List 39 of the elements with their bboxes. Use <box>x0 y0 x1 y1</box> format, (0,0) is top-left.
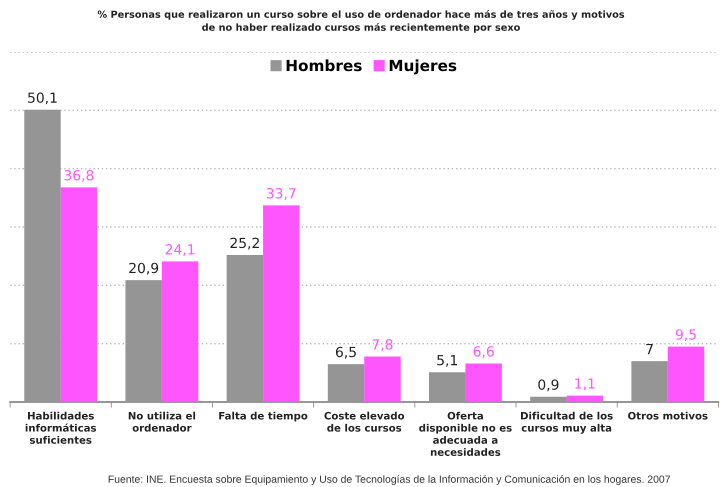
data-label: 9,5 <box>676 329 696 342</box>
bar <box>125 280 162 402</box>
x-tick-label: Oferta disponible no es adecuada a necesidades <box>419 412 512 456</box>
x-tick-label: No utiliza el ordenador <box>128 412 196 432</box>
bar <box>328 364 364 402</box>
bar <box>24 110 61 402</box>
data-label: 20,9 <box>129 262 158 275</box>
x-tick-label: Coste elevado de los cursos <box>324 412 404 432</box>
x-tick-label: Habilidades informáticas suficientes <box>26 412 96 444</box>
bar <box>60 187 98 402</box>
data-label: 50,1 <box>28 92 57 104</box>
bar <box>631 361 668 402</box>
bar <box>429 372 466 402</box>
data-label: 6,6 <box>474 346 494 358</box>
data-label: 0,9 <box>538 379 558 392</box>
data-label: 25,2 <box>230 238 259 250</box>
legend-label: Hombres <box>286 59 362 72</box>
legend-label: Mujeres <box>390 59 456 74</box>
x-tick-label: Falta de tiempo <box>219 412 308 422</box>
bar <box>668 346 704 402</box>
bar <box>263 205 300 402</box>
chart-title: % Personas que realizaron un curso sobre el uso de ordenador hace más de tres años y motivos de no haber realizado cursos más recientemente por sexo <box>98 10 624 33</box>
data-label: 6,5 <box>336 346 356 359</box>
data-label: 36,8 <box>64 170 94 182</box>
bar <box>364 356 401 402</box>
bar <box>162 261 198 402</box>
data-label: 24,1 <box>166 244 194 256</box>
x-tick-label: Otros motivos <box>628 412 708 420</box>
data-label: 7 <box>646 344 653 354</box>
bar <box>465 364 502 402</box>
data-label: 7,8 <box>372 339 393 352</box>
x-tick-label: Dificultad de los cursos muy alta <box>521 412 613 434</box>
data-label: 33,7 <box>266 188 296 200</box>
source-note: Fuente: INE. Encuesta sobre Equipamiento y Uso de Tecnologías de la Información y Comunicación en los hogares. 2007 <box>108 475 670 485</box>
bar <box>566 396 604 402</box>
bar <box>530 396 567 402</box>
data-label: 1,1 <box>575 378 595 390</box>
data-label: 5,1 <box>437 355 457 367</box>
bar <box>226 255 264 402</box>
